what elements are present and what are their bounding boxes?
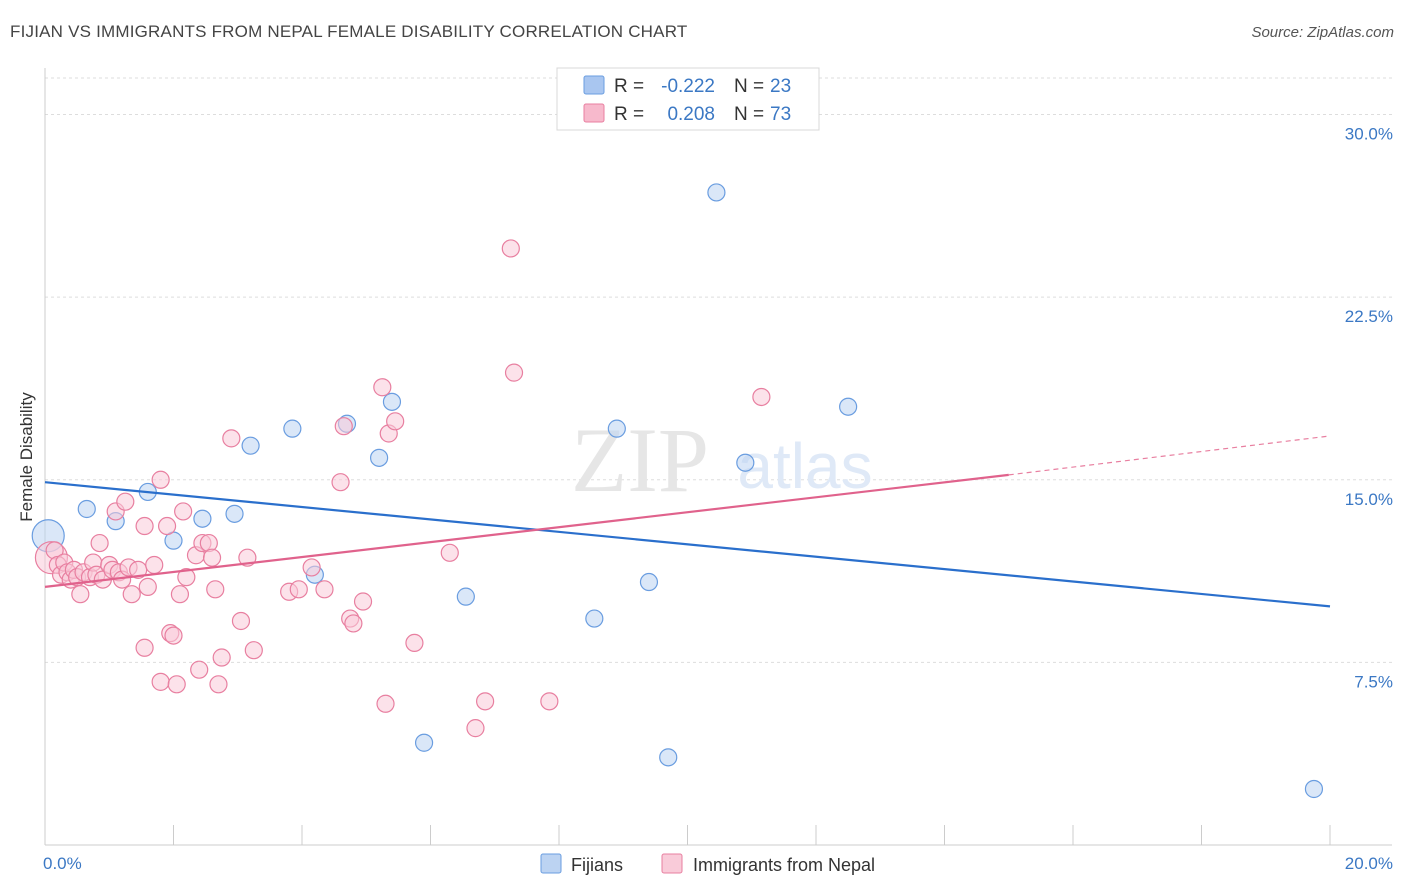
fijian-trend-line — [44, 481, 1331, 608]
stats-r-value-fijians: -0.222 — [661, 76, 715, 97]
nepal-point — [501, 239, 520, 258]
fijian-point — [659, 748, 678, 767]
fijian-point — [77, 499, 96, 519]
nepal-point — [190, 660, 209, 679]
axes: 7.5% 15.0% 22.5% 30.0% 0.0% 20.0% — [43, 68, 1393, 873]
nepal-point — [331, 473, 350, 492]
stats-r-label-nepal: R = — [614, 104, 649, 125]
nepal-point — [376, 694, 395, 713]
watermark-atlas: atlas — [737, 430, 872, 502]
fijian-point — [585, 609, 604, 628]
nepal-point — [222, 429, 241, 448]
fijian-point — [193, 509, 212, 528]
nepal-trend-extension — [1008, 435, 1331, 476]
stats-n-value-nepal: 73 — [770, 104, 791, 125]
nepal-point — [177, 568, 196, 587]
x-tick-label: 20.0% — [1345, 854, 1393, 873]
watermark: ZIP atlas — [571, 409, 873, 511]
y-tick-label: 22.5% — [1345, 307, 1393, 326]
nepal-point — [202, 548, 222, 567]
nepal-point — [212, 648, 231, 667]
fijian-point — [414, 733, 434, 752]
fijian-point — [639, 572, 659, 592]
nepal-point — [440, 543, 459, 562]
nepal-point — [122, 585, 141, 604]
y-tick-label: 30.0% — [1345, 125, 1393, 144]
fijian-point — [283, 419, 302, 438]
nepal-point — [752, 387, 771, 407]
legend-label-nepal: Immigrants from Nepal — [693, 855, 875, 875]
source-label: Source: ZipAtlas.com — [1251, 24, 1394, 41]
fijian-point — [382, 392, 402, 411]
nepal-point — [151, 672, 170, 691]
trend-lines — [44, 435, 1331, 608]
stats-n-label-fijians: N = — [734, 76, 769, 97]
nepal-point — [353, 592, 373, 611]
nepal-point — [164, 626, 183, 645]
nepal-point — [373, 378, 392, 397]
data-points — [31, 183, 1324, 799]
fijian-point — [225, 504, 244, 523]
nepal-point — [157, 516, 177, 536]
stats-legend: R = -0.222 N = 23 R = 0.208 N = 73 — [556, 67, 820, 131]
y-axis-label: Female Disability — [17, 392, 36, 522]
stats-n-label-nepal: N = — [734, 104, 769, 125]
stats-swatch-nepal — [583, 103, 605, 123]
fijian-point — [456, 587, 475, 606]
fijian-point — [607, 419, 626, 438]
stats-swatch-fijians — [583, 75, 605, 95]
stats-r-value-nepal: 0.208 — [667, 104, 715, 125]
nepal-point — [244, 641, 263, 660]
nepal-point — [504, 363, 524, 382]
nepal-point — [466, 719, 485, 738]
nepal-point — [138, 577, 157, 596]
nepal-point — [540, 692, 559, 711]
nepal-point — [170, 585, 190, 604]
fijian-point — [241, 436, 260, 455]
nepal-point — [315, 580, 334, 599]
y-tick-label: 15.0% — [1345, 490, 1393, 509]
grid-lines — [45, 77, 1392, 663]
nepal-point — [116, 492, 135, 511]
nepal-point — [90, 533, 109, 553]
x-tick-label: 0.0% — [43, 854, 82, 873]
nepal-point — [71, 585, 90, 604]
nepal-point — [386, 412, 405, 431]
series-legend: Fijians Immigrants from Nepal — [540, 853, 875, 875]
nepal-point — [151, 470, 170, 489]
fijian-point — [1304, 779, 1324, 799]
nepal-point — [135, 638, 154, 657]
watermark-zip: ZIP — [571, 409, 709, 511]
nepal-point — [476, 692, 495, 711]
nepal-point — [167, 675, 186, 694]
nepal-point — [135, 516, 154, 536]
y-tick-label: 7.5% — [1354, 672, 1393, 691]
chart-title: FIJIAN VS IMMIGRANTS FROM NEPAL FEMALE D… — [10, 22, 688, 41]
fijian-point — [736, 453, 755, 472]
legend-swatch-nepal — [661, 853, 683, 874]
nepal-point — [302, 558, 321, 577]
nepal-point — [289, 580, 308, 599]
legend-swatch-fijians — [540, 853, 562, 874]
fijian-point — [839, 397, 858, 416]
nepal-point — [405, 633, 424, 653]
fijian-point — [707, 183, 726, 202]
stats-n-value-fijians: 23 — [770, 76, 791, 97]
fijian-point — [370, 448, 389, 467]
stats-r-label-fijians: R = — [614, 76, 649, 97]
nepal-point — [209, 675, 228, 694]
nepal-point — [174, 502, 193, 521]
nepal-trend-line — [44, 473, 1009, 588]
legend-label-fijians: Fijians — [571, 855, 623, 875]
nepal-point — [334, 417, 353, 436]
nepal-point — [206, 580, 225, 599]
nepal-point — [231, 611, 251, 631]
nepal-point — [344, 614, 363, 633]
nepal-point — [145, 555, 164, 575]
